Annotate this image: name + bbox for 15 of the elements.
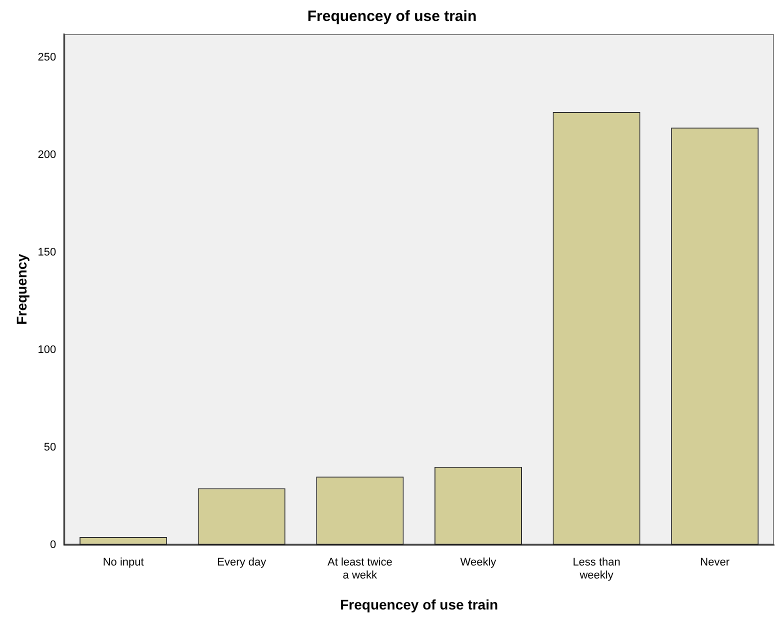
- x-axis-title: Frequencey of use train: [340, 596, 498, 612]
- x-tick-label: Never: [700, 556, 730, 568]
- y-tick-label: 100: [38, 344, 56, 356]
- x-tick-label: Weekly: [460, 556, 497, 568]
- x-tick-label: Less than weekly: [572, 556, 620, 582]
- x-tick-label: Every day: [217, 556, 267, 568]
- y-tick-label: 250: [38, 51, 56, 64]
- chart-title: Frequencey of use train: [307, 8, 477, 26]
- y-tick-label: 200: [38, 148, 56, 161]
- y-tick-label: 50: [44, 441, 56, 454]
- y-axis-title: Frequency: [13, 254, 30, 325]
- x-tick-label: No input: [102, 556, 144, 568]
- y-tick-label: 150: [38, 246, 56, 258]
- y-tick-label: 0: [50, 538, 56, 551]
- x-tick-label: At least twice a wekk: [328, 556, 392, 582]
